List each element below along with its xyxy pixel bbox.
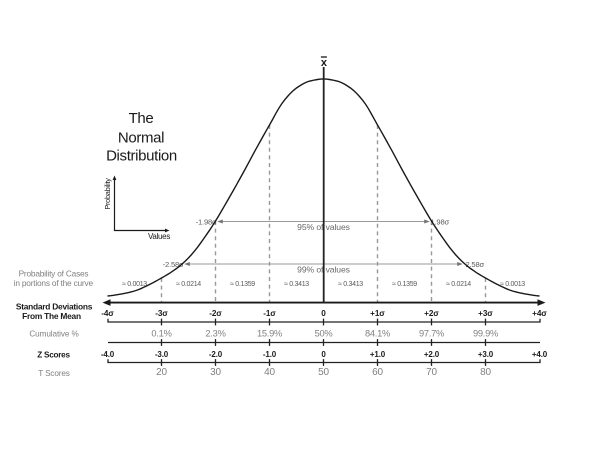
svg-text:in portions of the curve: in portions of the curve bbox=[14, 278, 94, 288]
svg-text:Values: Values bbox=[148, 232, 170, 241]
svg-text:x: x bbox=[321, 57, 328, 69]
svg-text:15.9%: 15.9% bbox=[257, 329, 282, 339]
svg-text:60: 60 bbox=[372, 367, 383, 378]
svg-text:≈ 0.0013: ≈ 0.0013 bbox=[500, 281, 525, 288]
svg-text:30: 30 bbox=[210, 367, 221, 378]
svg-text:2.3%: 2.3% bbox=[205, 329, 225, 339]
svg-text:+1.0: +1.0 bbox=[370, 350, 386, 359]
svg-text:1.98σ: 1.98σ bbox=[431, 217, 450, 226]
svg-text:≈ 0.0013: ≈ 0.0013 bbox=[122, 281, 147, 288]
svg-text:-4.0: -4.0 bbox=[101, 350, 115, 359]
svg-text:-1.0: -1.0 bbox=[263, 350, 277, 359]
svg-text:-1σ: -1σ bbox=[263, 309, 276, 318]
svg-text:+4.0: +4.0 bbox=[532, 350, 548, 359]
svg-text:≈ 0.1359: ≈ 0.1359 bbox=[230, 281, 255, 288]
svg-text:Probability: Probability bbox=[103, 178, 112, 210]
svg-text:0.1%: 0.1% bbox=[151, 329, 171, 339]
svg-text:84.1%: 84.1% bbox=[365, 329, 390, 339]
svg-text:+3.0: +3.0 bbox=[478, 350, 494, 359]
svg-text:50%: 50% bbox=[315, 329, 333, 339]
svg-text:T Scores: T Scores bbox=[38, 369, 69, 378]
svg-text:Probability of Cases: Probability of Cases bbox=[19, 268, 89, 278]
svg-text:Normal: Normal bbox=[118, 130, 164, 147]
svg-text:-2.0: -2.0 bbox=[209, 350, 223, 359]
svg-text:50: 50 bbox=[318, 367, 329, 378]
svg-text:From The Mean: From The Mean bbox=[22, 311, 81, 321]
svg-text:20: 20 bbox=[156, 367, 167, 378]
svg-text:+2σ: +2σ bbox=[424, 309, 439, 318]
svg-text:Z Scores: Z Scores bbox=[37, 351, 70, 360]
svg-text:≈ 0.0214: ≈ 0.0214 bbox=[176, 281, 201, 288]
svg-text:0: 0 bbox=[321, 309, 326, 318]
svg-text:≈ 0.0214: ≈ 0.0214 bbox=[446, 281, 471, 288]
svg-text:40: 40 bbox=[264, 367, 275, 378]
svg-text:99.9%: 99.9% bbox=[473, 329, 498, 339]
svg-text:-2.58σ: -2.58σ bbox=[163, 260, 184, 269]
svg-text:-3.0: -3.0 bbox=[155, 350, 169, 359]
svg-text:2.58σ: 2.58σ bbox=[466, 260, 485, 269]
svg-text:70: 70 bbox=[426, 367, 437, 378]
svg-text:Distribution: Distribution bbox=[106, 148, 177, 165]
svg-text:Standard Deviations: Standard Deviations bbox=[16, 302, 93, 312]
svg-text:-3σ: -3σ bbox=[155, 309, 168, 318]
svg-text:0: 0 bbox=[321, 350, 326, 359]
svg-text:-4σ: -4σ bbox=[101, 309, 114, 318]
svg-text:Cumulative %: Cumulative % bbox=[29, 330, 78, 339]
svg-text:+1σ: +1σ bbox=[370, 309, 385, 318]
svg-text:-1.98σ: -1.98σ bbox=[196, 217, 217, 226]
svg-text:The: The bbox=[129, 110, 154, 127]
svg-text:+4σ: +4σ bbox=[532, 309, 547, 318]
svg-text:≈ 0.1359: ≈ 0.1359 bbox=[392, 281, 417, 288]
svg-text:≈ 0.3413: ≈ 0.3413 bbox=[338, 281, 363, 288]
svg-text:-2σ: -2σ bbox=[209, 309, 222, 318]
svg-text:+2.0: +2.0 bbox=[424, 350, 440, 359]
svg-text:80: 80 bbox=[480, 367, 491, 378]
svg-text:97.7%: 97.7% bbox=[419, 329, 444, 339]
svg-text:+3σ: +3σ bbox=[478, 309, 493, 318]
svg-text:≈ 0.3413: ≈ 0.3413 bbox=[284, 281, 309, 288]
